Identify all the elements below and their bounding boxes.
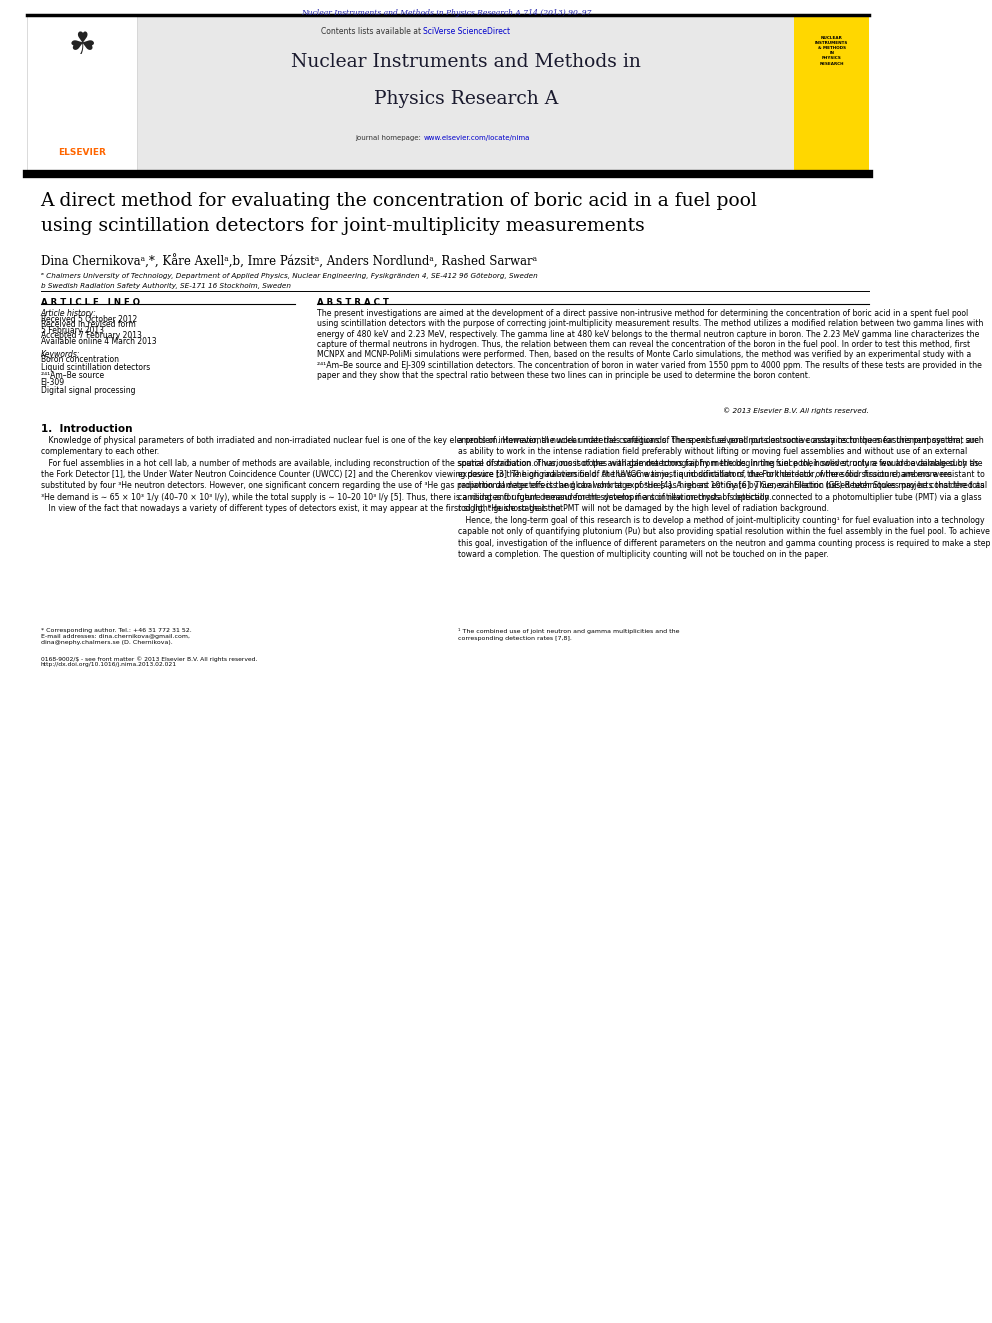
Text: The present investigations are aimed at the development of a direct passive non-: The present investigations are aimed at … — [317, 308, 983, 380]
Text: Dina Chernikovaᵃ,*, Kåre Axellᵃ,b, Imre Pázsitᵃ, Anders Nordlundᵃ, Rashed Sarwar: Dina Chernikovaᵃ,*, Kåre Axellᵃ,b, Imre … — [41, 255, 537, 269]
Text: 5 February 2013: 5 February 2013 — [41, 325, 103, 335]
Text: Knowledge of physical parameters of both irradiated and non-irradiated nuclear f: Knowledge of physical parameters of both… — [41, 435, 987, 513]
Text: ☘: ☘ — [68, 30, 95, 60]
Text: Digital signal processing: Digital signal processing — [41, 386, 135, 396]
Text: © 2013 Elsevier B.V. All rights reserved.: © 2013 Elsevier B.V. All rights reserved… — [723, 407, 869, 414]
Text: Physics Research A: Physics Research A — [374, 90, 558, 108]
Text: Liquid scintillation detectors: Liquid scintillation detectors — [41, 363, 150, 372]
Text: Article history:: Article history: — [41, 308, 96, 318]
Text: Nuclear Instruments and Methods in Physics Research A 714 (2013) 90–97: Nuclear Instruments and Methods in Physi… — [302, 9, 592, 17]
Text: ¹ The combined use of joint neutron and gamma multiplicities and the
correspondi: ¹ The combined use of joint neutron and … — [457, 628, 679, 640]
Text: http://dx.doi.org/10.1016/j.nima.2013.02.021: http://dx.doi.org/10.1016/j.nima.2013.02… — [41, 662, 177, 667]
Text: A R T I C L E   I N F O: A R T I C L E I N F O — [41, 298, 140, 307]
Text: Accepted 7 February 2013: Accepted 7 February 2013 — [41, 332, 142, 340]
FancyBboxPatch shape — [137, 16, 795, 172]
Text: Contents lists available at: Contents lists available at — [320, 26, 424, 36]
Text: ²⁴¹Am–Be source: ²⁴¹Am–Be source — [41, 370, 103, 380]
Text: www.elsevier.com/locate/nima: www.elsevier.com/locate/nima — [424, 135, 530, 142]
Text: Nuclear Instruments and Methods in: Nuclear Instruments and Methods in — [291, 53, 641, 71]
Text: E-mail addresses: dina.chernikova@gmail.com,
dina@nephy.chalmers.se (D. Cherniko: E-mail addresses: dina.chernikova@gmail.… — [41, 634, 189, 646]
Text: SciVerse ScienceDirect: SciVerse ScienceDirect — [424, 26, 511, 36]
Text: 1.  Introduction: 1. Introduction — [41, 425, 132, 434]
FancyBboxPatch shape — [795, 16, 869, 172]
Text: Received in revised form: Received in revised form — [41, 320, 135, 329]
Text: * Corresponding author. Tel.: +46 31 772 31 52.: * Corresponding author. Tel.: +46 31 772… — [41, 628, 191, 632]
Text: 0168-9002/$ - see front matter © 2013 Elsevier B.V. All rights reserved.: 0168-9002/$ - see front matter © 2013 El… — [41, 656, 257, 662]
Text: Received 5 October 2012: Received 5 October 2012 — [41, 315, 137, 324]
Text: Keywords:: Keywords: — [41, 349, 80, 359]
Text: journal homepage:: journal homepage: — [355, 135, 424, 142]
Text: a problem. However, the work under the conditions of the spent fuel pond puts on: a problem. However, the work under the c… — [457, 435, 990, 560]
Text: A direct method for evaluating the concentration of boric acid in a fuel pool
us: A direct method for evaluating the conce… — [41, 192, 758, 235]
Text: ELSEVIER: ELSEVIER — [58, 148, 106, 156]
Text: ᵃ Chalmers University of Technology, Department of Applied Physics, Nuclear Engi: ᵃ Chalmers University of Technology, Dep… — [41, 273, 538, 279]
FancyBboxPatch shape — [27, 16, 137, 172]
Text: Boron concentration: Boron concentration — [41, 356, 118, 364]
Text: EJ-309: EJ-309 — [41, 378, 64, 388]
Text: A B S T R A C T: A B S T R A C T — [317, 298, 389, 307]
Text: Available online 4 March 2013: Available online 4 March 2013 — [41, 337, 156, 347]
Text: b Swedish Radiation Safety Authority, SE-171 16 Stockholm, Sweden: b Swedish Radiation Safety Authority, SE… — [41, 283, 291, 288]
Text: NUCLEAR
INSTRUMENTS
& METHODS
IN
PHYSICS
RESEARCH: NUCLEAR INSTRUMENTS & METHODS IN PHYSICS… — [815, 36, 848, 66]
